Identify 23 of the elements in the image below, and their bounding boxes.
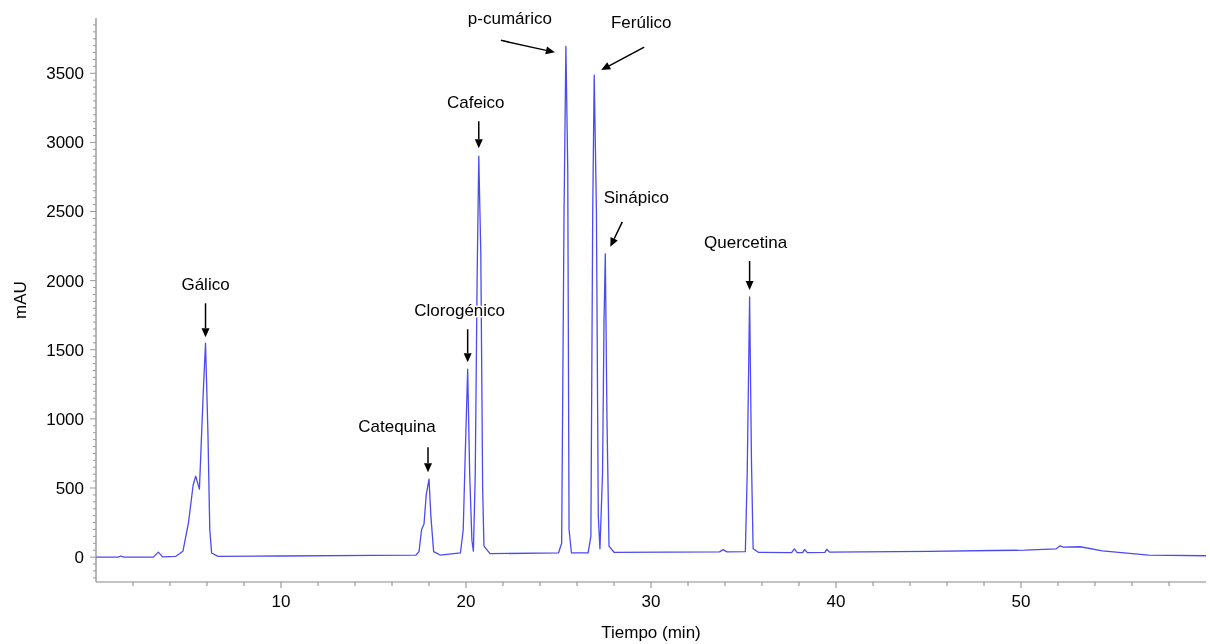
y-tick-label: 1000: [46, 409, 84, 429]
line-series: [95, 45, 1207, 558]
x-tick-label: 20: [456, 592, 476, 611]
annotation: Catequina: [358, 417, 437, 437]
annotation: Quercetina: [704, 232, 788, 252]
y-axis-title: mAU: [11, 281, 30, 319]
x-tick-label: 40: [826, 592, 846, 611]
y-tick-label: 3000: [46, 133, 84, 153]
x-tick-label: 50: [1011, 592, 1031, 611]
y-tick-label: 500: [55, 478, 84, 498]
y-tick-label: 2000: [46, 271, 84, 291]
x-axis-title: Tiempo (min): [601, 623, 701, 642]
annotation: Ferúlico: [610, 13, 672, 33]
annotation: p-cumárico: [467, 9, 552, 29]
annotation: Sinápico: [603, 187, 669, 207]
y-tick-label: 1500: [46, 340, 84, 360]
y-tick-label: 0: [74, 548, 84, 568]
annotation: Gálico: [181, 275, 230, 295]
y-tick-label: 3500: [46, 64, 84, 84]
x-tick-label: 30: [641, 592, 661, 611]
y-tick-label: 2500: [46, 202, 84, 222]
x-tick-label: 10: [271, 592, 291, 611]
annotation: Cafeico: [446, 93, 505, 113]
